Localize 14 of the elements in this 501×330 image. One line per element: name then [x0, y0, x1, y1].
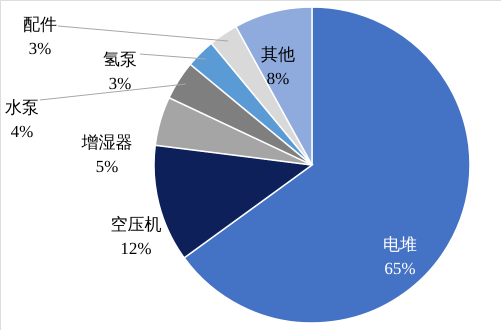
slice-label: 配件: [23, 15, 57, 34]
slice-label: 水泵: [5, 98, 39, 117]
data-label: 65%: [384, 259, 416, 278]
data-label: 4%: [10, 122, 34, 141]
slice-label: 增湿器: [80, 133, 132, 152]
data-label: 5%: [96, 157, 118, 176]
slice-label: 电堆: [383, 235, 417, 254]
slice-label: 氢泵: [103, 50, 137, 69]
data-label: 3%: [108, 74, 132, 93]
slice-label: 空压机: [110, 215, 162, 234]
slice-label: 其他: [261, 45, 295, 64]
data-label: 3%: [28, 39, 52, 58]
data-label: 8%: [266, 69, 290, 88]
data-label: 12%: [120, 239, 152, 258]
